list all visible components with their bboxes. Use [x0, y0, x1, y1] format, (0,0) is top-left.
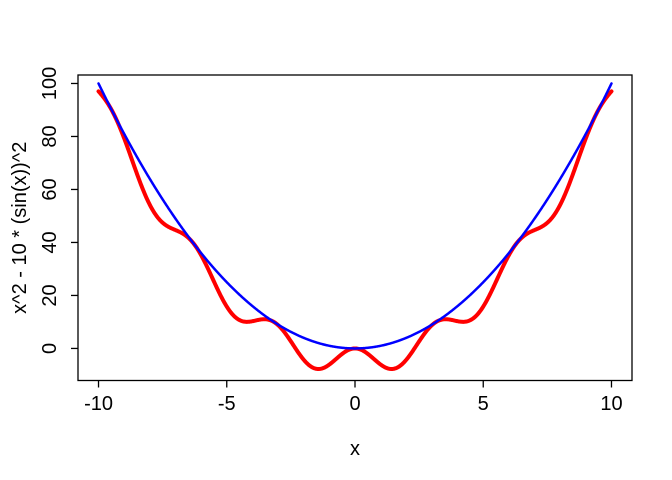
series-group: [96, 82, 614, 371]
y-axis-label: x^2 - 10 * (sin(x))^2: [9, 142, 31, 314]
x-tick-label: -5: [218, 393, 236, 415]
plot-box: [77, 74, 633, 382]
y-tick-label: 20: [39, 284, 61, 306]
x-tick-label: 10: [600, 393, 622, 415]
series-red-curve: [96, 89, 614, 371]
x-tick-label: 0: [349, 393, 360, 415]
x-tick-label: 5: [478, 393, 489, 415]
y-tick-label: 40: [39, 231, 61, 253]
y-tick-label: 0: [39, 343, 61, 354]
x-axis-label: x: [350, 438, 360, 460]
x-tick-label: -10: [84, 393, 113, 415]
y-tick-label: 60: [39, 178, 61, 200]
y-tick-label: 80: [39, 125, 61, 147]
series-blue-curve: [97, 82, 613, 350]
y-tick-label: 100: [39, 67, 61, 100]
